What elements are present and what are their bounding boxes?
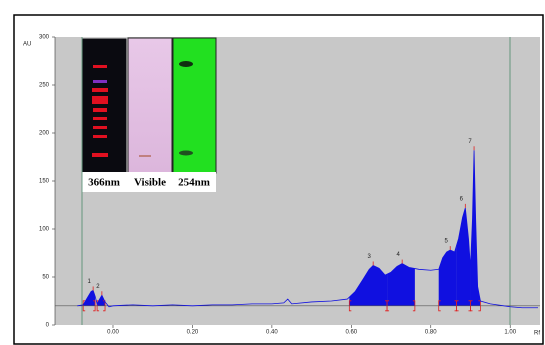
band (92, 96, 108, 104)
band (93, 117, 107, 120)
band (139, 155, 151, 157)
x-tick-label: 0.80 (425, 330, 437, 336)
band (92, 88, 108, 92)
band (93, 65, 107, 68)
y-tick-label: 150 (39, 179, 50, 185)
band (93, 135, 107, 138)
x-tick-label: 0.20 (187, 330, 199, 336)
chart: 366nm Visible 254nm AU Rf 05010015020025… (0, 0, 545, 345)
inset-image: 366nm Visible 254nm (82, 38, 216, 192)
panel-366 (82, 38, 127, 173)
spot (179, 151, 193, 156)
x-tick-label: 0.00 (107, 330, 119, 336)
band (93, 126, 107, 129)
x-tick-label: 0.60 (345, 330, 357, 336)
inset-label: Visible (134, 177, 166, 189)
band (92, 153, 108, 157)
y-tick-label: 50 (42, 275, 49, 281)
panel-visible (128, 38, 172, 173)
inset-label: 366nm (88, 177, 120, 189)
y-tick-label: 200 (39, 131, 50, 137)
y-tick-label: 100 (39, 227, 50, 233)
x-axis-label: Rf (534, 331, 540, 337)
band (93, 108, 107, 112)
x-tick-label: 1.00 (504, 330, 516, 336)
y-tick-label: 250 (39, 83, 50, 89)
y-axis-label: AU (23, 42, 31, 48)
band (93, 80, 107, 83)
y-tick-label: 300 (39, 35, 50, 41)
x-tick-label: 0.40 (266, 330, 278, 336)
inset-label: 254nm (178, 177, 210, 189)
spot (179, 61, 193, 67)
